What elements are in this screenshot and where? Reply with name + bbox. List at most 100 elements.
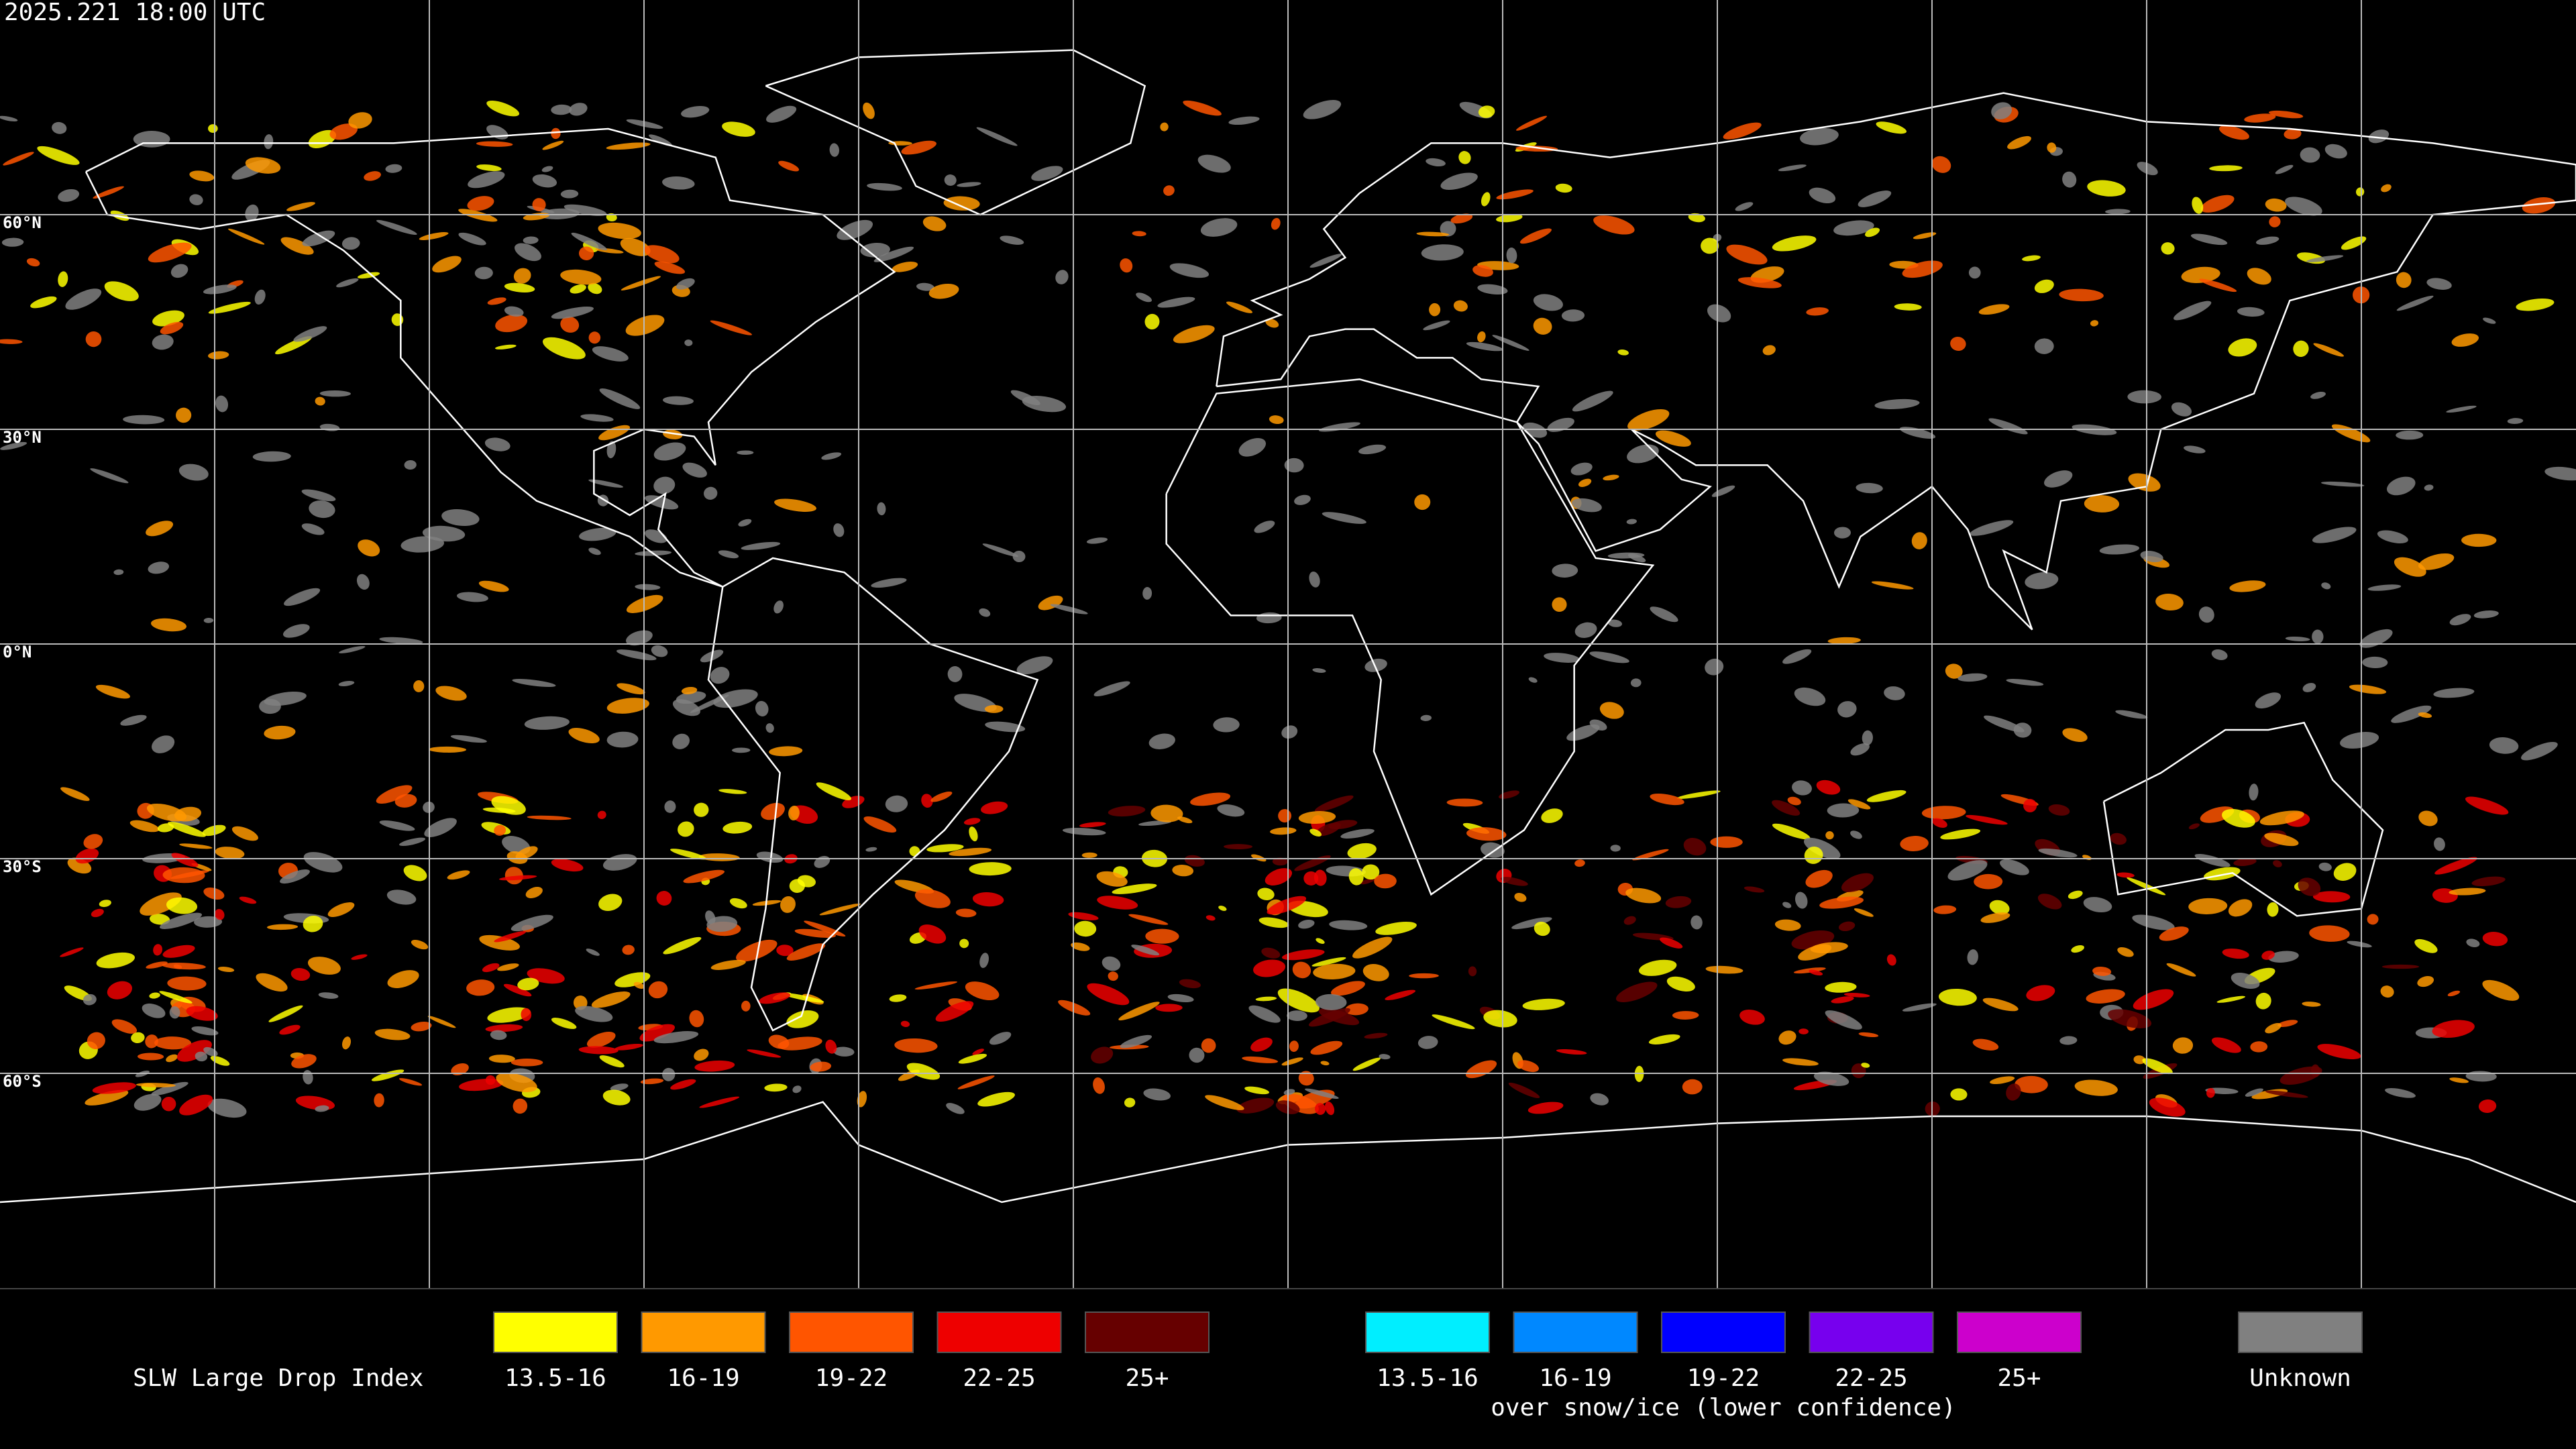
cloud-patch [65, 288, 102, 310]
cloud-patch [2367, 914, 2379, 925]
cloud-patch [1945, 663, 1963, 679]
cloud-patch [441, 508, 480, 527]
cloud-patch [2434, 857, 2477, 875]
cloud-patch [972, 892, 1004, 907]
cloud-patch [694, 802, 709, 817]
cloud-patch [525, 886, 543, 898]
cloud-patch [1254, 521, 1275, 533]
cloud-patch [1477, 331, 1486, 343]
cloud-patch [494, 344, 517, 350]
cloud-patch [1858, 191, 1892, 207]
cloud-patch [1466, 827, 1507, 841]
cloud-patch [1871, 581, 1914, 590]
cloud-patch [1803, 837, 1841, 859]
cloud-patch [1682, 1079, 1703, 1095]
cloud-patch [129, 820, 160, 833]
cloud-patch [2310, 391, 2326, 399]
cloud-patch [503, 983, 532, 997]
cloud-patch [653, 442, 686, 461]
cloud-patch [1650, 793, 1684, 806]
cloud-patch [551, 859, 584, 872]
cloud-patch [358, 539, 380, 557]
cloud-patch [597, 810, 606, 819]
cloud-patch [1261, 947, 1281, 959]
cloud-patch [379, 637, 423, 645]
cloud-patch [2318, 862, 2332, 871]
cloud-patch [984, 704, 1004, 713]
cloud-patch [816, 782, 851, 800]
cloud-patch [926, 844, 964, 853]
cloud-patch [921, 794, 933, 808]
cloud-patch [1508, 1082, 1540, 1098]
cloud-patch [1552, 564, 1578, 578]
cloud-patch [949, 847, 992, 857]
cloud-patch [1458, 151, 1471, 164]
cloud-patch [398, 1078, 423, 1086]
cloud-patch [1255, 996, 1277, 1002]
cloud-patch [75, 848, 99, 864]
cloud-patch [1794, 687, 1826, 706]
cloud-patch [2302, 683, 2316, 692]
cloud-patch [2293, 340, 2309, 358]
cloud-patch [663, 396, 694, 405]
cloud-patch [1038, 595, 1063, 610]
cloud-patch [1799, 1028, 1809, 1034]
cloud-patch [1303, 871, 1319, 885]
cloud-patch [301, 489, 336, 502]
cloud-patch [293, 326, 327, 342]
cloud-patch [2302, 1002, 2321, 1007]
cloud-patch [1200, 218, 1238, 237]
cloud-patch [1282, 1093, 1319, 1114]
cloud-patch [1931, 156, 1951, 173]
cloud-patch [1541, 808, 1563, 823]
cloud-patch [1762, 345, 1776, 356]
cloud-patch [1701, 237, 1719, 254]
cloud-patch [2142, 1058, 2173, 1075]
cloud-patch [606, 441, 616, 459]
cloud-patch [2265, 1023, 2282, 1034]
cloud-patch [1854, 908, 1874, 917]
cloud-patch [1837, 701, 1857, 718]
latitude-label: 60°N [3, 213, 42, 232]
cloud-patch [1990, 1076, 2015, 1085]
cloud-patch [2228, 899, 2253, 917]
cloud-patch [894, 1038, 938, 1053]
cloud-patch [254, 289, 266, 305]
cloud-patch [969, 826, 978, 842]
cloud-patch [153, 944, 162, 956]
cloud-patch [1312, 667, 1326, 673]
cloud-patch [2377, 530, 2408, 543]
cloud-patch [1572, 498, 1602, 513]
cloud-patch [179, 1094, 213, 1116]
coastline [2102, 721, 2384, 917]
cloud-patch [1000, 235, 1024, 245]
cloud-patch [1827, 637, 1861, 645]
cloud-patch [819, 903, 861, 916]
cloud-patch [2521, 741, 2558, 761]
cloud-patch [606, 698, 649, 714]
cloud-patch [435, 686, 467, 701]
cloud-patch [1496, 189, 1534, 200]
cloud-patch [1177, 816, 1193, 824]
cloud-patch [788, 805, 800, 820]
cloud-patch [1298, 920, 1315, 929]
cloud-patch [1205, 1095, 1244, 1110]
cloud-patch [664, 800, 676, 813]
cloud-patch [718, 789, 747, 794]
cloud-patch [1345, 1003, 1368, 1016]
cloud-patch [264, 725, 296, 740]
cloud-patch [985, 721, 1026, 733]
cloud-patch [318, 992, 339, 999]
cloud-patch [635, 584, 661, 590]
cloud-patch [1772, 823, 1811, 840]
cloud-patch [2117, 947, 2134, 957]
cloud-patch [1074, 920, 1097, 937]
cloud-patch [2451, 333, 2479, 347]
cloud-patch [588, 331, 601, 344]
cloud-patch [2250, 1041, 2268, 1053]
cloud-patch [162, 867, 205, 883]
cloud-patch [1632, 849, 1669, 861]
cloud-patch [729, 898, 747, 909]
cloud-patch [2461, 533, 2497, 547]
cloud-patch [2062, 728, 2088, 743]
